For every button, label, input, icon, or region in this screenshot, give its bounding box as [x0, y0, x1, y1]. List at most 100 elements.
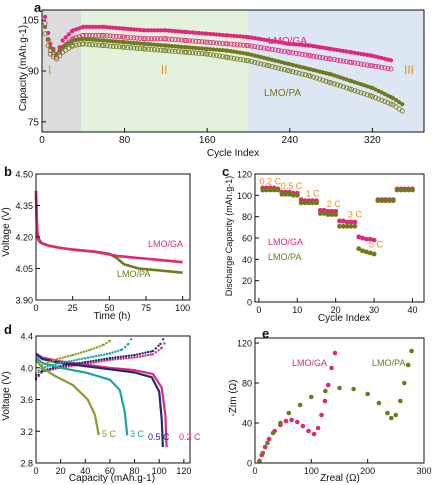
y-tick-label: 3.2: [20, 427, 33, 437]
data-point: [356, 234, 362, 240]
data-point: [322, 398, 328, 404]
data-point: [364, 236, 369, 242]
data-point: [99, 32, 105, 38]
data-point: [305, 52, 311, 58]
charge-point: [46, 361, 49, 365]
data-point: [360, 248, 365, 254]
data-point: [235, 34, 240, 39]
panel-c-label-ga: LMO/GA: [268, 237, 303, 247]
panel-b-label-ga: LMO/GA: [148, 239, 183, 249]
y-tick-label: 0: [247, 459, 252, 469]
data-point: [208, 31, 213, 37]
data-point: [314, 75, 320, 81]
data-point: [382, 91, 387, 97]
data-point: [275, 187, 281, 193]
data-point: [170, 44, 175, 49]
charge-point: [49, 360, 52, 363]
data-point: [290, 69, 296, 75]
charge-point: [151, 349, 155, 353]
data-point: [101, 38, 106, 43]
data-point: [214, 32, 219, 37]
data-point: [268, 187, 273, 193]
data-point: [196, 46, 201, 51]
charge-point: [121, 348, 124, 351]
data-point: [398, 398, 403, 404]
data-point: [241, 51, 246, 56]
panel-d-marks: [34, 338, 168, 448]
data-point: [166, 48, 172, 54]
charge-point: [67, 360, 71, 363]
data-point: [361, 91, 367, 97]
data-point: [93, 42, 99, 48]
data-point: [245, 43, 251, 49]
data-point: [176, 29, 181, 34]
panel-a: 0 80 160 240 320 75 90 105 I II III a LMO/GA LM…: [18, 0, 425, 159]
x-tick-label: 60: [105, 466, 115, 476]
panel-b-ylabel: Voltage (V): [1, 207, 12, 256]
data-point: [314, 44, 319, 49]
x-tick-label: 75: [141, 303, 151, 313]
data-point: [83, 41, 89, 47]
charge-point: [86, 360, 90, 363]
data-point: [275, 48, 281, 54]
charge-point: [74, 353, 77, 356]
data-point: [261, 45, 267, 51]
data-point: [249, 43, 255, 49]
charge-point: [53, 358, 56, 361]
x-tick-label: 40: [407, 305, 417, 315]
charge-point: [97, 354, 101, 357]
data-point: [187, 45, 192, 50]
data-point: [151, 36, 157, 42]
data-point: [205, 31, 210, 36]
data-point: [117, 39, 122, 44]
data-point: [385, 66, 391, 72]
data-point: [187, 30, 192, 35]
data-point: [234, 42, 240, 48]
data-point: [349, 87, 355, 93]
data-point: [340, 218, 346, 224]
panel-c-ticks: 0 10 20 30 40 0 20 40 60 80 100 120: [237, 170, 418, 316]
data-point: [299, 51, 305, 57]
data-point: [331, 57, 337, 63]
data-point: [107, 43, 113, 49]
x-tick-label: 25: [68, 303, 78, 313]
data-point: [90, 42, 96, 48]
data-point: [293, 70, 299, 76]
x-tick-label: 120: [176, 466, 191, 476]
data-point: [161, 48, 167, 54]
panel-d-letter: d: [4, 322, 12, 337]
charge-point: [37, 369, 40, 372]
data-point: [317, 45, 322, 50]
x-tick-label: 50: [104, 303, 114, 313]
data-point: [272, 64, 278, 70]
charge-point: [37, 371, 40, 374]
charge-point: [133, 356, 136, 359]
panel-d-label-05c: 0.5 C: [148, 432, 170, 442]
charge-point: [105, 341, 108, 345]
data-point: [337, 385, 342, 391]
charge-point: [154, 351, 157, 354]
x-tick-label: 0: [33, 466, 38, 476]
charge-point: [146, 350, 150, 354]
data-point: [166, 43, 172, 48]
data-point: [266, 436, 272, 442]
x-tick-label: 30: [369, 305, 379, 315]
charge-point: [59, 361, 62, 365]
data-point: [238, 50, 243, 55]
data-point: [196, 39, 202, 45]
charge-point: [100, 353, 103, 357]
data-point: [340, 84, 346, 90]
region-ii-label: II: [161, 63, 168, 77]
data-point: [87, 41, 93, 47]
charge-point: [81, 357, 84, 360]
data-point: [66, 41, 71, 46]
data-point: [379, 97, 385, 103]
data-point: [223, 41, 229, 47]
data-point: [225, 33, 230, 38]
charge-point: [89, 360, 92, 363]
panel-c-xlabel: Cycle Index: [318, 313, 370, 324]
data-point: [388, 58, 394, 63]
data-point: [220, 41, 226, 47]
y-tick-label: 90: [28, 67, 40, 78]
